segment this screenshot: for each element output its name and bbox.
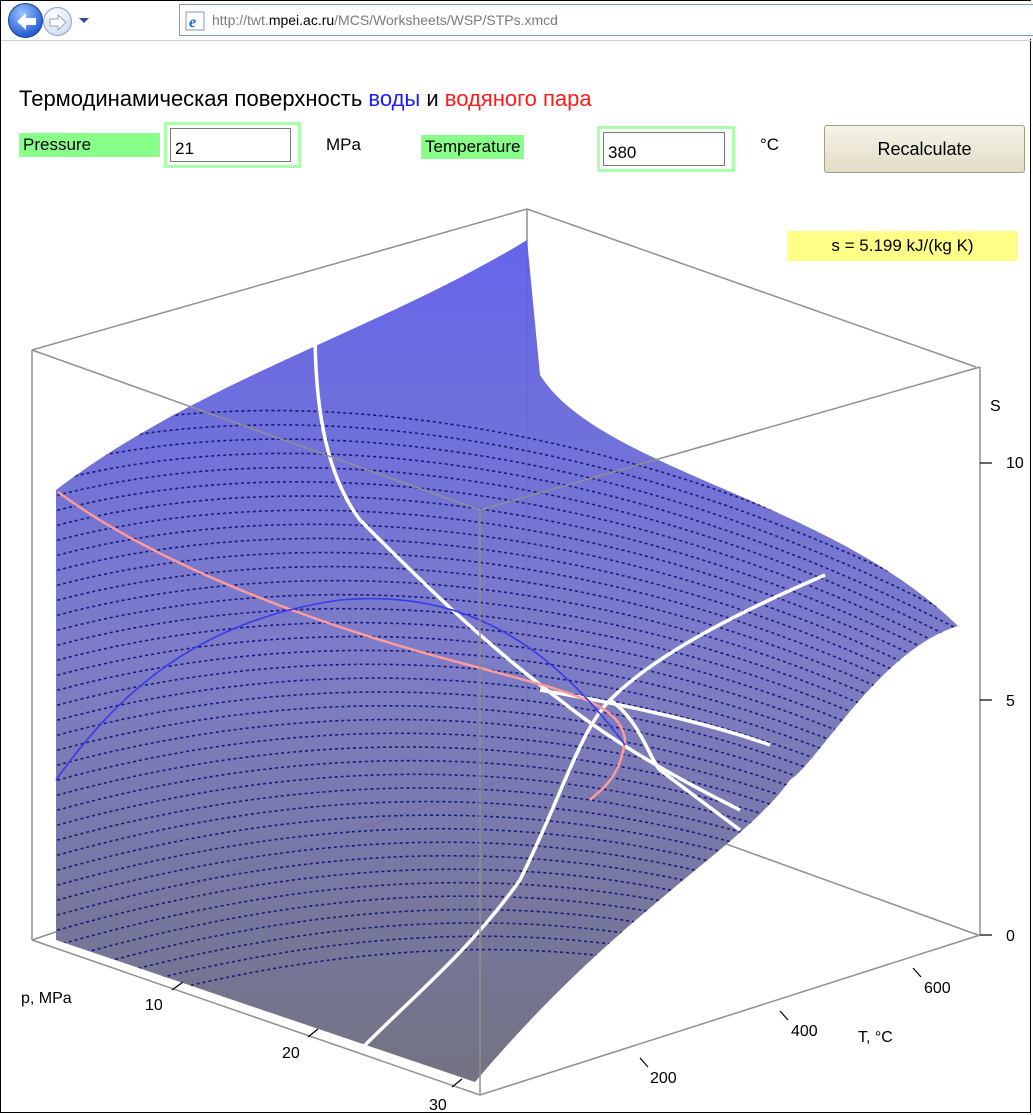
ie-page-icon: e (185, 11, 205, 31)
pressure-label: Pressure (19, 133, 160, 157)
address-bar[interactable]: e http://twt.mpei.ac.ru/MCS/Worksheets/W… (179, 4, 1033, 36)
isoline (56, 452, 958, 647)
isoline (56, 495, 958, 683)
t-tick-400: 400 (791, 1023, 818, 1040)
isoline (56, 854, 958, 995)
isoline (56, 677, 958, 839)
p-tick-20: 20 (282, 1045, 300, 1062)
temperature-field[interactable] (597, 126, 735, 172)
crossing-curve (609, 698, 742, 832)
isoline (56, 787, 958, 935)
url-text: http://twt.mpei.ac.ru/MCS/Worksheets/WSP… (212, 12, 558, 28)
t-tick-600: 600 (924, 980, 951, 997)
t-axis-label: T, °C (858, 1029, 893, 1046)
isoline (56, 607, 958, 779)
isoline (56, 948, 958, 1079)
svg-text:e: e (189, 14, 196, 31)
isoline (56, 773, 958, 923)
isoline (56, 593, 958, 767)
isoline (56, 551, 958, 731)
isoline (56, 746, 958, 899)
isoline (56, 635, 958, 803)
isoline (56, 704, 958, 863)
title-water: воды (368, 86, 421, 111)
url-path: /MCS/Worksheets/WSP/STPs.xmcd (334, 12, 558, 28)
isoline (56, 895, 958, 1031)
isoline (56, 800, 958, 947)
browser-toolbar: e http://twt.mpei.ac.ru/MCS/Worksheets/W… (1, 1, 1033, 39)
url-domain: mpei.ac.ru (268, 12, 335, 28)
isoline (56, 649, 958, 815)
p-tick-10: 10 (145, 997, 163, 1014)
isoline (56, 759, 958, 911)
isoline (56, 424, 958, 623)
entropy-surface-plot: S 10 5 0 p, MPa 10 20 30 T, °C 600 400 2… (21, 208, 1024, 1114)
history-dropdown-icon[interactable] (77, 13, 91, 27)
pressure-unit: MPa (326, 135, 361, 154)
entropy-result: s = 5.199 kJ/(kg K) (787, 231, 1018, 261)
isolines (56, 409, 958, 1079)
isoline (56, 579, 958, 755)
box-bottom-front (31, 934, 981, 1096)
temperature-unit: °C (760, 135, 780, 154)
z-tick-0: 0 (1006, 928, 1015, 945)
isoline (56, 466, 958, 659)
toolbar-separator (1, 40, 1031, 41)
isoline (56, 509, 958, 695)
saturation-line-red (57, 490, 627, 801)
isoline (56, 922, 958, 1055)
t-tick-200: 200 (650, 1070, 677, 1087)
isoline (56, 621, 958, 791)
z-tick-10: 10 (1006, 455, 1024, 472)
isoline (56, 908, 958, 1043)
back-arrow-icon[interactable] (8, 3, 43, 38)
isoline (56, 438, 958, 635)
isoline (56, 732, 958, 887)
entropy-surface (56, 240, 958, 1082)
isoline (56, 537, 958, 719)
pressure-field[interactable] (164, 122, 301, 168)
temperature-label: Temperature (421, 135, 525, 159)
plot-box-front (31, 349, 981, 1096)
ticks (171, 462, 992, 1088)
saturation-white-curve (539, 688, 771, 747)
title-part1: Термодинамическая поверхность (19, 86, 369, 111)
isoline (56, 565, 958, 743)
isoline (56, 691, 958, 851)
title-and: и (420, 86, 445, 111)
isoline (56, 814, 958, 959)
forward-arrow-icon[interactable] (43, 7, 72, 36)
water-boundary-blue (55, 597, 626, 781)
recalculate-button[interactable]: Recalculate (824, 125, 1025, 173)
z-axis-label: S (990, 398, 1001, 415)
isoline (56, 481, 958, 671)
p-tick-30: 30 (429, 1097, 447, 1114)
title-steam: водяного пара (444, 86, 592, 111)
isoline (56, 523, 958, 707)
pressure-input[interactable] (170, 128, 291, 162)
isoline (56, 868, 958, 1007)
isoline (56, 718, 958, 875)
isoline (56, 881, 958, 1019)
page-title: Термодинамическая поверхность воды и вод… (19, 86, 592, 112)
isoline (56, 827, 958, 971)
z-tick-5: 5 (1006, 693, 1015, 710)
isobar-curve-upper (358, 573, 826, 1052)
isoline (56, 841, 958, 983)
temperature-input[interactable] (603, 132, 725, 166)
p-axis-label: p, MPa (21, 990, 72, 1007)
url-prefix: http://twt. (212, 12, 269, 28)
